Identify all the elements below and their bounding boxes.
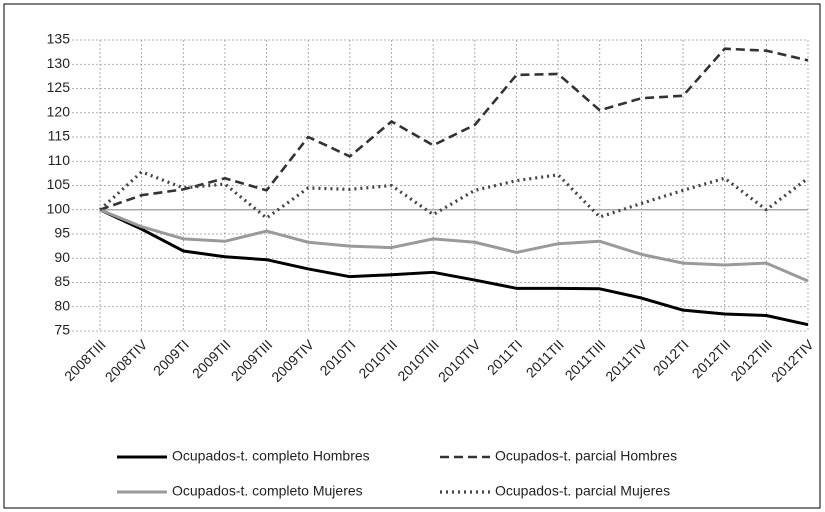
y-tick-label: 110 [48, 152, 71, 168]
y-tick-label: 130 [47, 55, 71, 71]
series-line [99, 47, 809, 211]
y-tick-label: 135 [47, 31, 71, 47]
y-tick-label: 115 [48, 128, 71, 144]
y-tick-label: 80 [54, 297, 70, 313]
y-tick-label: 95 [54, 225, 70, 241]
y-tick-label: 100 [47, 200, 71, 216]
y-tick-label: 90 [54, 249, 70, 265]
y-tick-label: 125 [47, 79, 71, 95]
series-line [99, 208, 809, 283]
y-tick-label: 120 [47, 103, 71, 119]
y-tick-label: 75 [54, 322, 70, 338]
legend-label: Ocupados-t. completo Hombres [172, 448, 370, 464]
chart-border [3, 3, 821, 509]
series-line [99, 208, 809, 327]
legend-label: Ocupados-t. completo Mujeres [172, 483, 363, 499]
y-tick-label: 105 [47, 176, 71, 192]
legend-label: Ocupados-t. parcial Mujeres [495, 483, 670, 499]
legend-label: Ocupados-t. parcial Hombres [495, 448, 677, 464]
y-tick-label: 85 [54, 273, 70, 289]
